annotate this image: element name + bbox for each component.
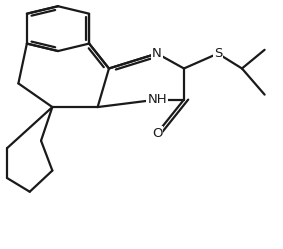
Text: NH: NH bbox=[147, 93, 167, 106]
Text: N: N bbox=[152, 47, 162, 60]
Text: S: S bbox=[214, 47, 222, 60]
Text: O: O bbox=[152, 127, 162, 140]
